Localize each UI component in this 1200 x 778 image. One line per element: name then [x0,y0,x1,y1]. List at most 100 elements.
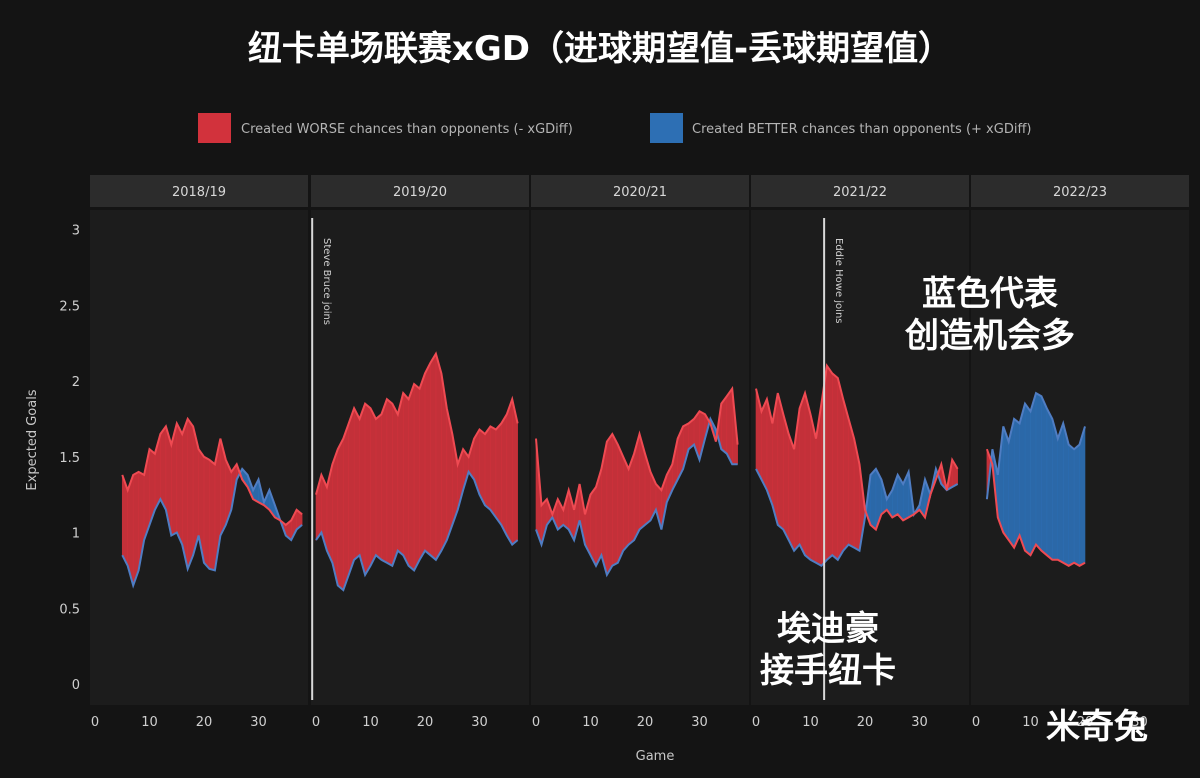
legend: Created WORSE chances than opponents (- … [198,113,1031,143]
worse-area [370,408,377,566]
x-tick-label: 0 [91,715,99,730]
xga-series-line [535,385,739,518]
x-axis-label: Game [636,749,675,764]
callout-line: 接手纽卡 [760,651,896,691]
xga-series-line [985,448,1086,567]
worse-area [435,353,442,561]
panel-header [971,175,1189,207]
worse-area [375,413,382,561]
worse-area [408,383,415,572]
worse-area [831,372,839,561]
worse-area [826,364,833,561]
manager-change-label: Steve Bruce joins [321,238,332,325]
worse-area [506,399,513,546]
x-tick-label: 10 [1022,715,1039,730]
worse-area [176,423,183,545]
y-axis-label: Expected Goals [25,389,40,490]
better-area [1019,403,1026,551]
callout-line: 蓝色代表 [922,274,1058,314]
worse-area [606,433,613,577]
worse-area [203,456,210,570]
better-area [1013,418,1020,548]
season-panel: 2018/19 0 10 20 30 [90,175,308,730]
x-tick-label: 30 [691,715,708,730]
y-tick-label: 2.5 [59,299,80,314]
worse-area [500,413,508,536]
x-tick-label: 10 [362,715,379,730]
x-tick-label: 30 [1131,715,1148,730]
panel-season-label: 2021/22 [833,185,887,200]
callout-text: 蓝色代表创造机会多 [904,274,1075,356]
better-area [1024,402,1031,556]
panel-header [531,175,749,207]
worse-area [761,399,768,491]
worse-area [419,373,426,561]
y-tick-label: 2 [72,375,80,390]
worse-area [495,422,502,526]
worse-area [413,383,420,571]
panel-season-label: 2019/20 [393,185,447,200]
better-area [1057,423,1064,564]
worse-area [132,471,139,586]
legend-item: Created WORSE chances than opponents (- … [198,113,573,143]
y-tick-label: 1.5 [59,451,80,466]
panel-header [311,175,529,207]
x-tick-label: 0 [312,715,320,730]
worse-area [391,403,399,566]
worse-area [484,425,491,511]
y-tick-label: 0.5 [59,602,80,617]
worse-area [837,377,844,561]
worse-area [381,399,388,564]
watermark: 米奇兔 [1046,707,1148,747]
worse-area [424,362,431,556]
worse-area [160,425,167,510]
worse-area [590,486,597,566]
legend-swatch [650,113,683,143]
worse-area [611,433,619,567]
worse-area [490,425,497,519]
better-area [1041,396,1048,556]
callout-line: 埃迪豪 [777,609,879,649]
worse-area [617,444,624,563]
worse-area [348,408,355,576]
callout-text: 埃迪豪接手纽卡 [760,609,896,691]
x-tick-label: 20 [857,715,874,730]
y-tick-label: 0 [72,678,80,693]
better-area [1052,418,1059,561]
worse-area [187,417,194,569]
worse-area [209,459,216,571]
xga-series-line [755,363,959,532]
worse-area [842,399,849,552]
worse-area [353,408,360,561]
worse-area [479,428,486,506]
panel-header [90,175,308,207]
worse-area [788,433,795,551]
legend-item: Created BETTER chances than opponents (+… [650,113,1031,143]
x-tick-label: 10 [582,715,599,730]
x-tick-label: 10 [802,715,819,730]
x-tick-label: 0 [972,715,980,730]
season-panel: 2021/22 0 10 20 30 Eddie Howe joins [751,175,969,730]
worse-area [799,393,806,556]
xg-series-line [315,469,519,592]
panel-season-label: 2020/21 [613,185,667,200]
y-tick-label: 1 [72,527,80,542]
x-tick-label: 30 [471,715,488,730]
chart-panels: 2018/19 0 10 20 30 2019/20 0 10 20 30 Steve Bruce … [90,175,1189,730]
worse-area [397,393,404,556]
worse-area [364,403,371,577]
x-tick-label: 10 [141,715,158,730]
season-panel: 2019/20 0 10 20 30 Steve Bruce joins [311,175,529,730]
panel-season-label: 2022/23 [1053,185,1107,200]
worse-area [337,438,344,591]
xga-series-line [315,351,519,495]
manager-change-label: Eddie Howe joins [833,238,844,324]
x-tick-label: 0 [532,715,540,730]
xga-series-line [121,416,303,527]
worse-area [359,403,366,575]
worse-area [430,352,437,561]
panel-season-label: 2018/19 [172,185,226,200]
x-tick-label: 30 [250,715,267,730]
